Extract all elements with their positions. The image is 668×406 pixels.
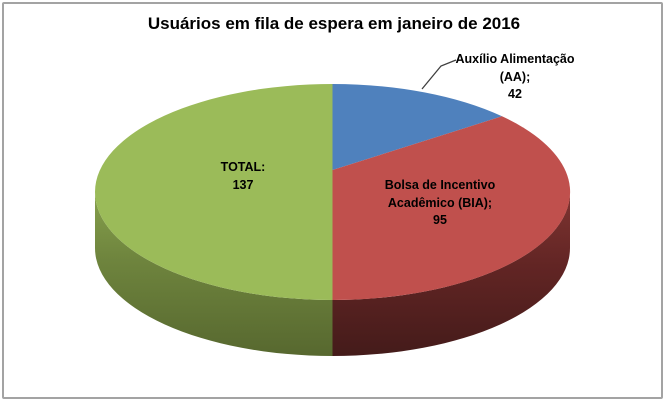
chart-title: Usuários em fila de espera em janeiro de…	[147, 14, 521, 33]
data-label-aa[interactable]: Auxílio Alimentação (AA); 42	[455, 52, 575, 101]
pie-slice-bia[interactable]	[332, 116, 571, 300]
pie-slice-aa[interactable]	[332, 83, 503, 170]
pie-slice-bia-side	[332, 192, 570, 356]
leader-line-aa	[421, 59, 457, 90]
data-label-bia[interactable]: Bolsa de Incentivo Acadêmico (BIA); 95	[384, 178, 496, 227]
pie-slice-total-side	[95, 192, 333, 356]
pie-slice-total[interactable]	[95, 84, 333, 300]
data-label-total[interactable]: TOTAL: 137	[220, 160, 266, 192]
